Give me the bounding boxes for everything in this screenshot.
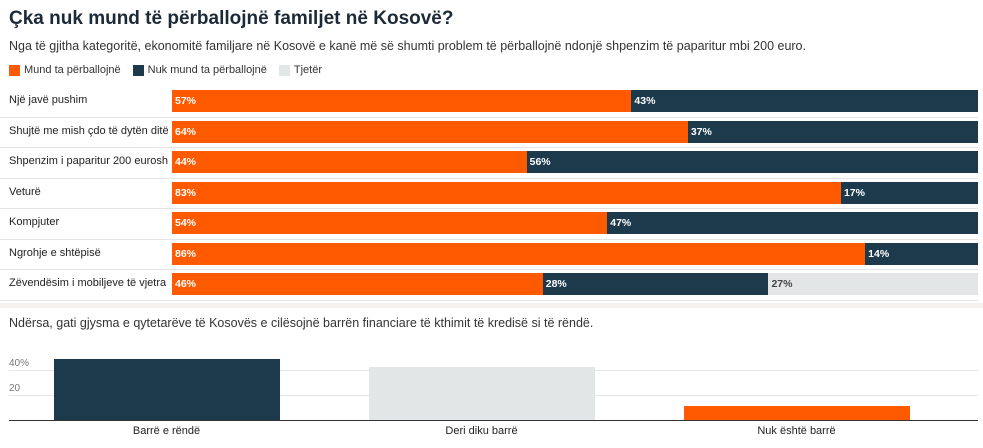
legend-label: Tjetër: [293, 64, 322, 76]
data-label: 54%: [175, 217, 197, 229]
bar-segment: 57%: [172, 90, 632, 112]
row-divider: [0, 299, 978, 301]
legend-label: Mund ta përballojnë: [24, 64, 121, 76]
column-chart-title: Ndërsa, gati gjysma e qytetarëve të Koso…: [9, 316, 594, 330]
legend-swatch: [278, 64, 290, 76]
column-bar: [683, 406, 910, 420]
category-label: Barrë e rëndë: [132, 425, 201, 437]
legend-swatch: [9, 64, 20, 76]
chart-subtitle: Nga të gjitha kategoritë, ekonomitë fami…: [9, 39, 806, 53]
bar-segment: 14%: [865, 242, 978, 265]
data-label: 46%: [175, 278, 197, 290]
bar-segment: 64%: [172, 120, 688, 143]
chart-title: Çka nuk mund të përballojnë familjet në …: [9, 8, 454, 29]
data-label: 56%: [529, 156, 551, 168]
bar-segment: 47%: [607, 212, 978, 234]
row-divider: [0, 208, 978, 209]
data-label: 44%: [175, 156, 197, 168]
legend-item: Nuk mund ta përballojnë: [132, 64, 267, 76]
bar-segment: 56%: [526, 151, 978, 173]
row-label: Ngrohje e shtëpisë: [9, 246, 101, 259]
row-label: Shpenzim i paparitur 200 eurosh: [9, 155, 168, 167]
data-label: 14%: [868, 247, 890, 260]
legend-swatch: [132, 64, 144, 76]
data-label: 57%: [175, 95, 197, 107]
legend-label: Nuk mund ta përballojnë: [147, 64, 267, 76]
row-divider: [0, 177, 978, 179]
row-divider: [0, 269, 978, 270]
y-tick-label: 40%: [9, 358, 30, 370]
bar-segment: 46%: [172, 273, 543, 295]
bar-segment: 44%: [172, 151, 527, 173]
column-bar: [368, 366, 595, 420]
bottom-chart-panel: Ndërsa, gati gjysma e qytetarëve të Koso…: [0, 308, 983, 448]
data-label: 47%: [610, 217, 632, 229]
data-label: 37%: [690, 125, 712, 138]
y-tick-label: 20: [9, 383, 21, 395]
bar-segment: 28%: [542, 273, 769, 295]
bar-segment: 83%: [172, 181, 841, 204]
data-label: 86%: [175, 247, 197, 260]
legend-item: Tjetër: [278, 64, 322, 76]
data-label: 83%: [175, 186, 197, 199]
row-divider: [0, 238, 978, 240]
row-label: Veturë: [9, 185, 41, 198]
legend-item: Mund ta përballojnë: [9, 64, 121, 76]
bar-segment: 54%: [172, 212, 608, 234]
bar-segment: 37%: [687, 120, 978, 143]
bar-segment: 27%: [768, 273, 978, 295]
row-divider: [0, 116, 978, 118]
category-label: Nuk është barrë: [757, 425, 836, 437]
row-label: Zëvendësim i mobiljeve të vjetra: [9, 277, 167, 289]
bar-segment: 17%: [840, 181, 978, 204]
data-label: 17%: [843, 186, 865, 199]
row-divider: [0, 147, 978, 148]
data-label: 28%: [545, 278, 567, 290]
data-label: 64%: [175, 125, 197, 138]
bar-segment: 43%: [631, 90, 978, 112]
row-label: Kompjuter: [9, 216, 60, 228]
chart-legend: Mund ta përballojnë Nuk mund ta përballoj…: [9, 64, 322, 76]
row-label: Një javë pushim: [9, 94, 88, 106]
x-axis-baseline: [9, 420, 978, 421]
column-bar: [53, 359, 280, 420]
data-label: 27%: [771, 278, 793, 290]
row-label: Shujtë me mish çdo të dytën ditë: [9, 124, 169, 137]
category-label: Deri diku barrë: [445, 425, 518, 437]
data-label: 43%: [634, 95, 656, 107]
top-chart-panel: Çka nuk mund të përballojnë familjet në …: [0, 0, 983, 303]
bar-segment: 86%: [172, 242, 866, 265]
